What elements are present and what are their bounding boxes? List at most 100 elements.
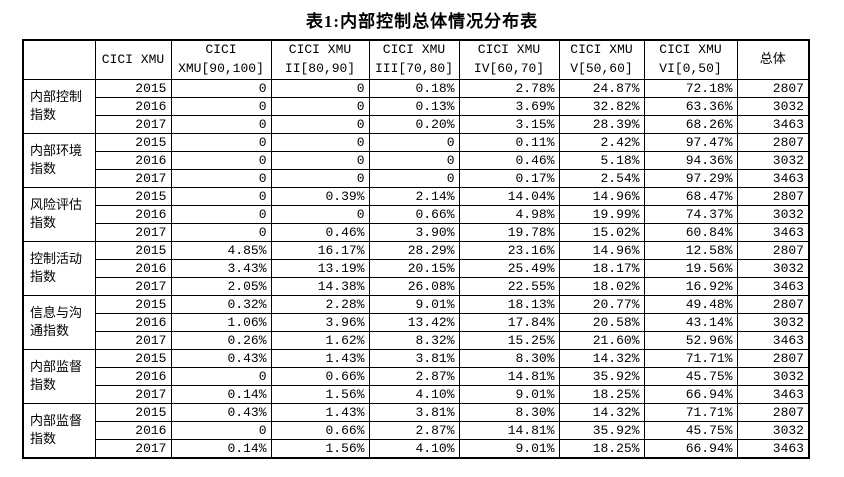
value-cell: 43.14% <box>643 313 738 332</box>
value-cell: 0 <box>270 97 370 116</box>
column-header: CICI XMU IV[60,70] <box>458 39 560 80</box>
value-cell: 74.37% <box>643 205 738 224</box>
value-cell: 19.56% <box>643 259 738 278</box>
value-cell: 0.20% <box>368 115 460 134</box>
table-row: 控制活动指数 2015 4.85% 16.17% 28.29% 23.16% 14.96% 1… <box>22 241 810 296</box>
table-row: 2016 3.43% 13.19% 20.15% 25.49% 18.17% 19.56% 3… <box>23 259 810 278</box>
value-cell: 1.06% <box>170 313 272 332</box>
value-cell: 2.42% <box>558 133 645 152</box>
value-cell: 2.87% <box>368 421 460 440</box>
total-cell: 3463 <box>736 223 810 242</box>
total-cell: 3032 <box>736 205 810 224</box>
value-cell: 0.43% <box>170 403 272 422</box>
value-cell: 0 <box>368 133 460 152</box>
table-row: 2016 0 0.66% 2.87% 14.81% 35.92% 45.75% 3032 <box>23 367 810 386</box>
value-cell: 20.58% <box>558 313 645 332</box>
table-row: 内部控制指数 2015 0 0 0.18% 2.78% 24.87% 72.18% 2807 <box>22 79 810 134</box>
value-cell: 97.47% <box>643 133 738 152</box>
value-cell: 60.84% <box>643 223 738 242</box>
value-cell: 0 <box>270 115 370 134</box>
value-cell: 9.01% <box>458 385 560 404</box>
value-cell: 3.81% <box>368 403 460 422</box>
column-header: CICI XMU[90,100] <box>170 39 272 80</box>
value-cell: 2.14% <box>368 187 460 206</box>
total-cell: 2807 <box>736 187 810 206</box>
year-cell: 2015 <box>94 187 172 206</box>
year-cell: 2017 <box>94 115 172 134</box>
value-cell: 3.90% <box>368 223 460 242</box>
value-cell: 0 <box>270 133 370 152</box>
value-cell: 3.43% <box>170 259 272 278</box>
value-cell: 63.36% <box>643 97 738 116</box>
group-label-cell: 内部环境指数 <box>22 133 96 188</box>
value-cell: 0 <box>170 421 272 440</box>
value-cell: 14.96% <box>558 241 645 260</box>
value-cell: 45.75% <box>643 367 738 386</box>
table-row: 2016 0 0 0 0.46% 5.18% 94.36% 3032 <box>23 151 810 170</box>
year-cell: 2017 <box>94 277 172 296</box>
total-cell: 3463 <box>736 439 810 459</box>
column-header: CICI XMU III[70,80] <box>368 39 460 80</box>
value-cell: 71.71% <box>643 403 738 422</box>
value-cell: 17.84% <box>458 313 560 332</box>
value-cell: 1.43% <box>270 349 370 368</box>
value-cell: 1.62% <box>270 331 370 350</box>
value-cell: 28.39% <box>558 115 645 134</box>
value-cell: 14.04% <box>458 187 560 206</box>
value-cell: 18.25% <box>558 439 645 459</box>
value-cell: 0 <box>368 151 460 170</box>
total-cell: 3032 <box>736 421 810 440</box>
value-cell: 0 <box>270 205 370 224</box>
value-cell: 3.69% <box>458 97 560 116</box>
year-cell: 2015 <box>94 403 172 422</box>
value-cell: 14.81% <box>458 421 560 440</box>
column-header: CICI XMU <box>94 39 172 80</box>
total-cell: 3032 <box>736 151 810 170</box>
total-cell: 2807 <box>736 349 810 368</box>
value-cell: 15.25% <box>458 331 560 350</box>
header-row: CICI XMU CICI XMU[90,100] CICI XMU II[80,9… <box>22 39 810 80</box>
table-row: 2017 0.14% 1.56% 4.10% 9.01% 18.25% 66.94% 3463 <box>23 439 810 459</box>
value-cell: 0.14% <box>170 439 272 459</box>
value-cell: 24.87% <box>558 79 645 98</box>
total-cell: 3032 <box>736 97 810 116</box>
distribution-table: CICI XMU CICI XMU[90,100] CICI XMU II[80,9… <box>22 39 810 459</box>
value-cell: 19.99% <box>558 205 645 224</box>
total-cell: 3463 <box>736 169 810 188</box>
table-row: 内部监督指数 2015 0.43% 1.43% 3.81% 8.30% 14.32% 71.7… <box>22 403 810 459</box>
value-cell: 0 <box>170 205 272 224</box>
table-row: 内部环境指数 2015 0 0 0 0.11% 2.42% 97.47% 2807 <box>22 133 810 188</box>
year-cell: 2017 <box>94 223 172 242</box>
value-cell: 14.38% <box>270 277 370 296</box>
table-row: 2016 0 0 0.13% 3.69% 32.82% 63.36% 3032 <box>23 97 810 116</box>
value-cell: 0.32% <box>170 295 272 314</box>
table-title: 表1:内部控制总体情况分布表 <box>305 12 539 31</box>
corner-cell <box>22 39 96 80</box>
value-cell: 14.96% <box>558 187 645 206</box>
value-cell: 18.13% <box>458 295 560 314</box>
year-cell: 2015 <box>94 241 172 260</box>
value-cell: 14.32% <box>558 349 645 368</box>
value-cell: 0.39% <box>270 187 370 206</box>
value-cell: 8.32% <box>368 331 460 350</box>
value-cell: 0.14% <box>170 385 272 404</box>
total-cell: 3032 <box>736 259 810 278</box>
year-cell: 2015 <box>94 133 172 152</box>
value-cell: 0 <box>170 79 272 98</box>
value-cell: 0 <box>270 151 370 170</box>
value-cell: 18.17% <box>558 259 645 278</box>
value-cell: 0.18% <box>368 79 460 98</box>
column-header: CICI XMU II[80,90] <box>270 39 370 80</box>
group-label-cell: 内部控制指数 <box>22 79 96 134</box>
value-cell: 9.01% <box>368 295 460 314</box>
value-cell: 0 <box>170 151 272 170</box>
total-cell: 2807 <box>736 79 810 98</box>
value-cell: 0 <box>270 169 370 188</box>
total-cell: 2807 <box>736 133 810 152</box>
table-row: 2017 0 0 0 0.17% 2.54% 97.29% 3463 <box>23 169 810 188</box>
value-cell: 14.81% <box>458 367 560 386</box>
value-cell: 72.18% <box>643 79 738 98</box>
group-label-cell: 信息与沟通指数 <box>22 295 96 350</box>
total-cell: 2807 <box>736 241 810 260</box>
value-cell: 5.18% <box>558 151 645 170</box>
